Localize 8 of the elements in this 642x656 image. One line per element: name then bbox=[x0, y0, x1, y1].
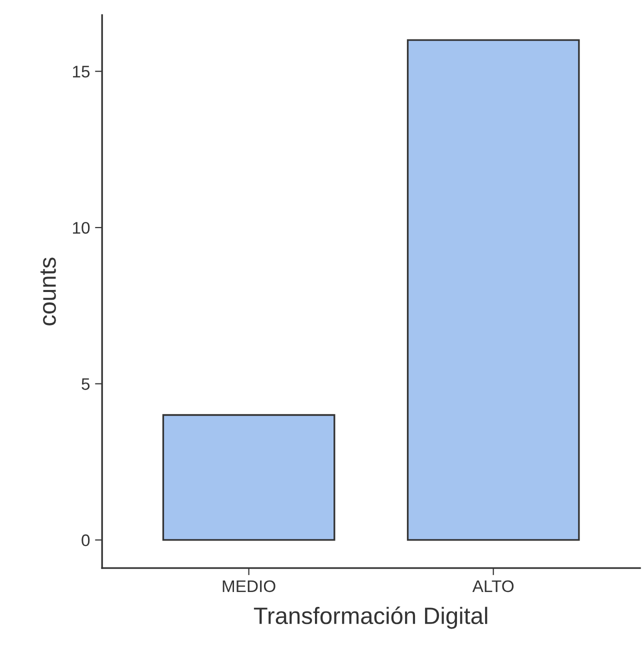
y-tick-label: 0 bbox=[82, 534, 90, 546]
x-tick-label: ALTO bbox=[472, 580, 514, 592]
y-tick-label: 5 bbox=[82, 378, 90, 390]
y-tick-label: 10 bbox=[73, 222, 90, 234]
x-tick-label: MEDIO bbox=[222, 580, 276, 592]
x-axis-title: Transformación Digital bbox=[254, 606, 488, 629]
y-axis-title: counts bbox=[40, 258, 56, 326]
y-tick-label: 15 bbox=[73, 66, 90, 78]
